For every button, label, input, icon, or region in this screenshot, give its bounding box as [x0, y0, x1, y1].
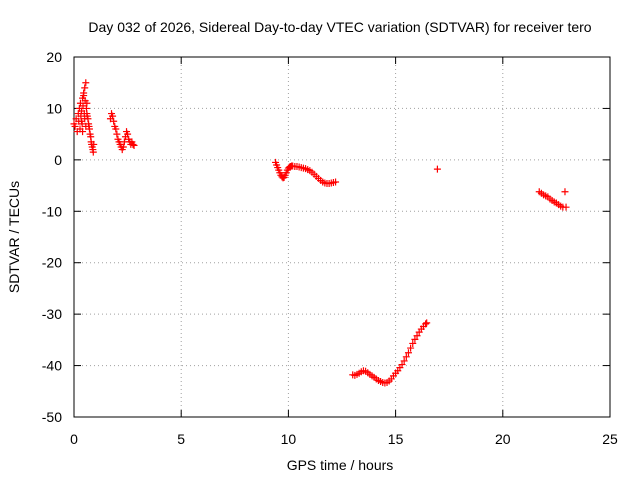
x-tick-label: 5 [177, 431, 185, 447]
x-tick-label: 10 [281, 431, 297, 447]
x-tick-label: 15 [388, 431, 404, 447]
data-point [82, 79, 90, 87]
data-point [112, 125, 120, 133]
data-point [422, 320, 430, 328]
y-tick-label: 0 [54, 152, 62, 168]
data-point [129, 140, 137, 148]
y-tick-label: 10 [46, 100, 62, 116]
data-point [83, 99, 91, 107]
x-tick-label: 25 [602, 431, 618, 447]
data-point [400, 357, 408, 365]
y-tick-label: -30 [42, 306, 62, 322]
x-axis-title: GPS time / hours [287, 457, 394, 473]
data-point [110, 117, 118, 125]
data-point [113, 130, 121, 138]
data-point [90, 140, 98, 148]
data-point [562, 203, 570, 211]
x-tick-label: 20 [495, 431, 511, 447]
y-tick-label: -10 [42, 203, 62, 219]
y-tick-label: 20 [46, 49, 62, 65]
data-point [413, 332, 421, 340]
data-point [433, 165, 441, 173]
chart-title: Day 032 of 2026, Sidereal Day-to-day VTE… [88, 19, 591, 35]
data-point [402, 353, 410, 361]
x-tick-labels: 0 5 10 15 20 25 [70, 431, 618, 447]
data-point [411, 335, 419, 343]
data-point [85, 125, 93, 133]
data-point [81, 84, 89, 92]
data-point [409, 339, 417, 347]
y-tick-label: -40 [42, 358, 62, 374]
grid-lines [74, 57, 610, 417]
data-point [71, 122, 79, 130]
data-point [124, 130, 132, 138]
data-point [119, 143, 127, 151]
data-point [404, 349, 412, 357]
data-point [332, 178, 340, 186]
data-point [80, 92, 88, 100]
data-point [130, 141, 138, 149]
data-points [70, 79, 570, 387]
data-point [423, 319, 431, 327]
data-point [109, 112, 117, 120]
y-tick-label: -20 [42, 255, 62, 271]
data-point [78, 117, 86, 125]
data-point [398, 361, 406, 369]
data-point [407, 344, 415, 352]
y-axis-title: SDTVAR / TECUs [6, 181, 22, 293]
axis-ticks [73, 56, 611, 418]
data-point [82, 122, 90, 130]
data-point [89, 148, 97, 156]
data-point [79, 128, 87, 136]
x-tick-label: 0 [70, 431, 78, 447]
plot-border [73, 56, 611, 418]
data-point [561, 188, 569, 196]
y-tick-labels: -50 -40 -30 -20 -10 0 10 20 [42, 49, 62, 425]
y-tick-label: -50 [42, 409, 62, 425]
